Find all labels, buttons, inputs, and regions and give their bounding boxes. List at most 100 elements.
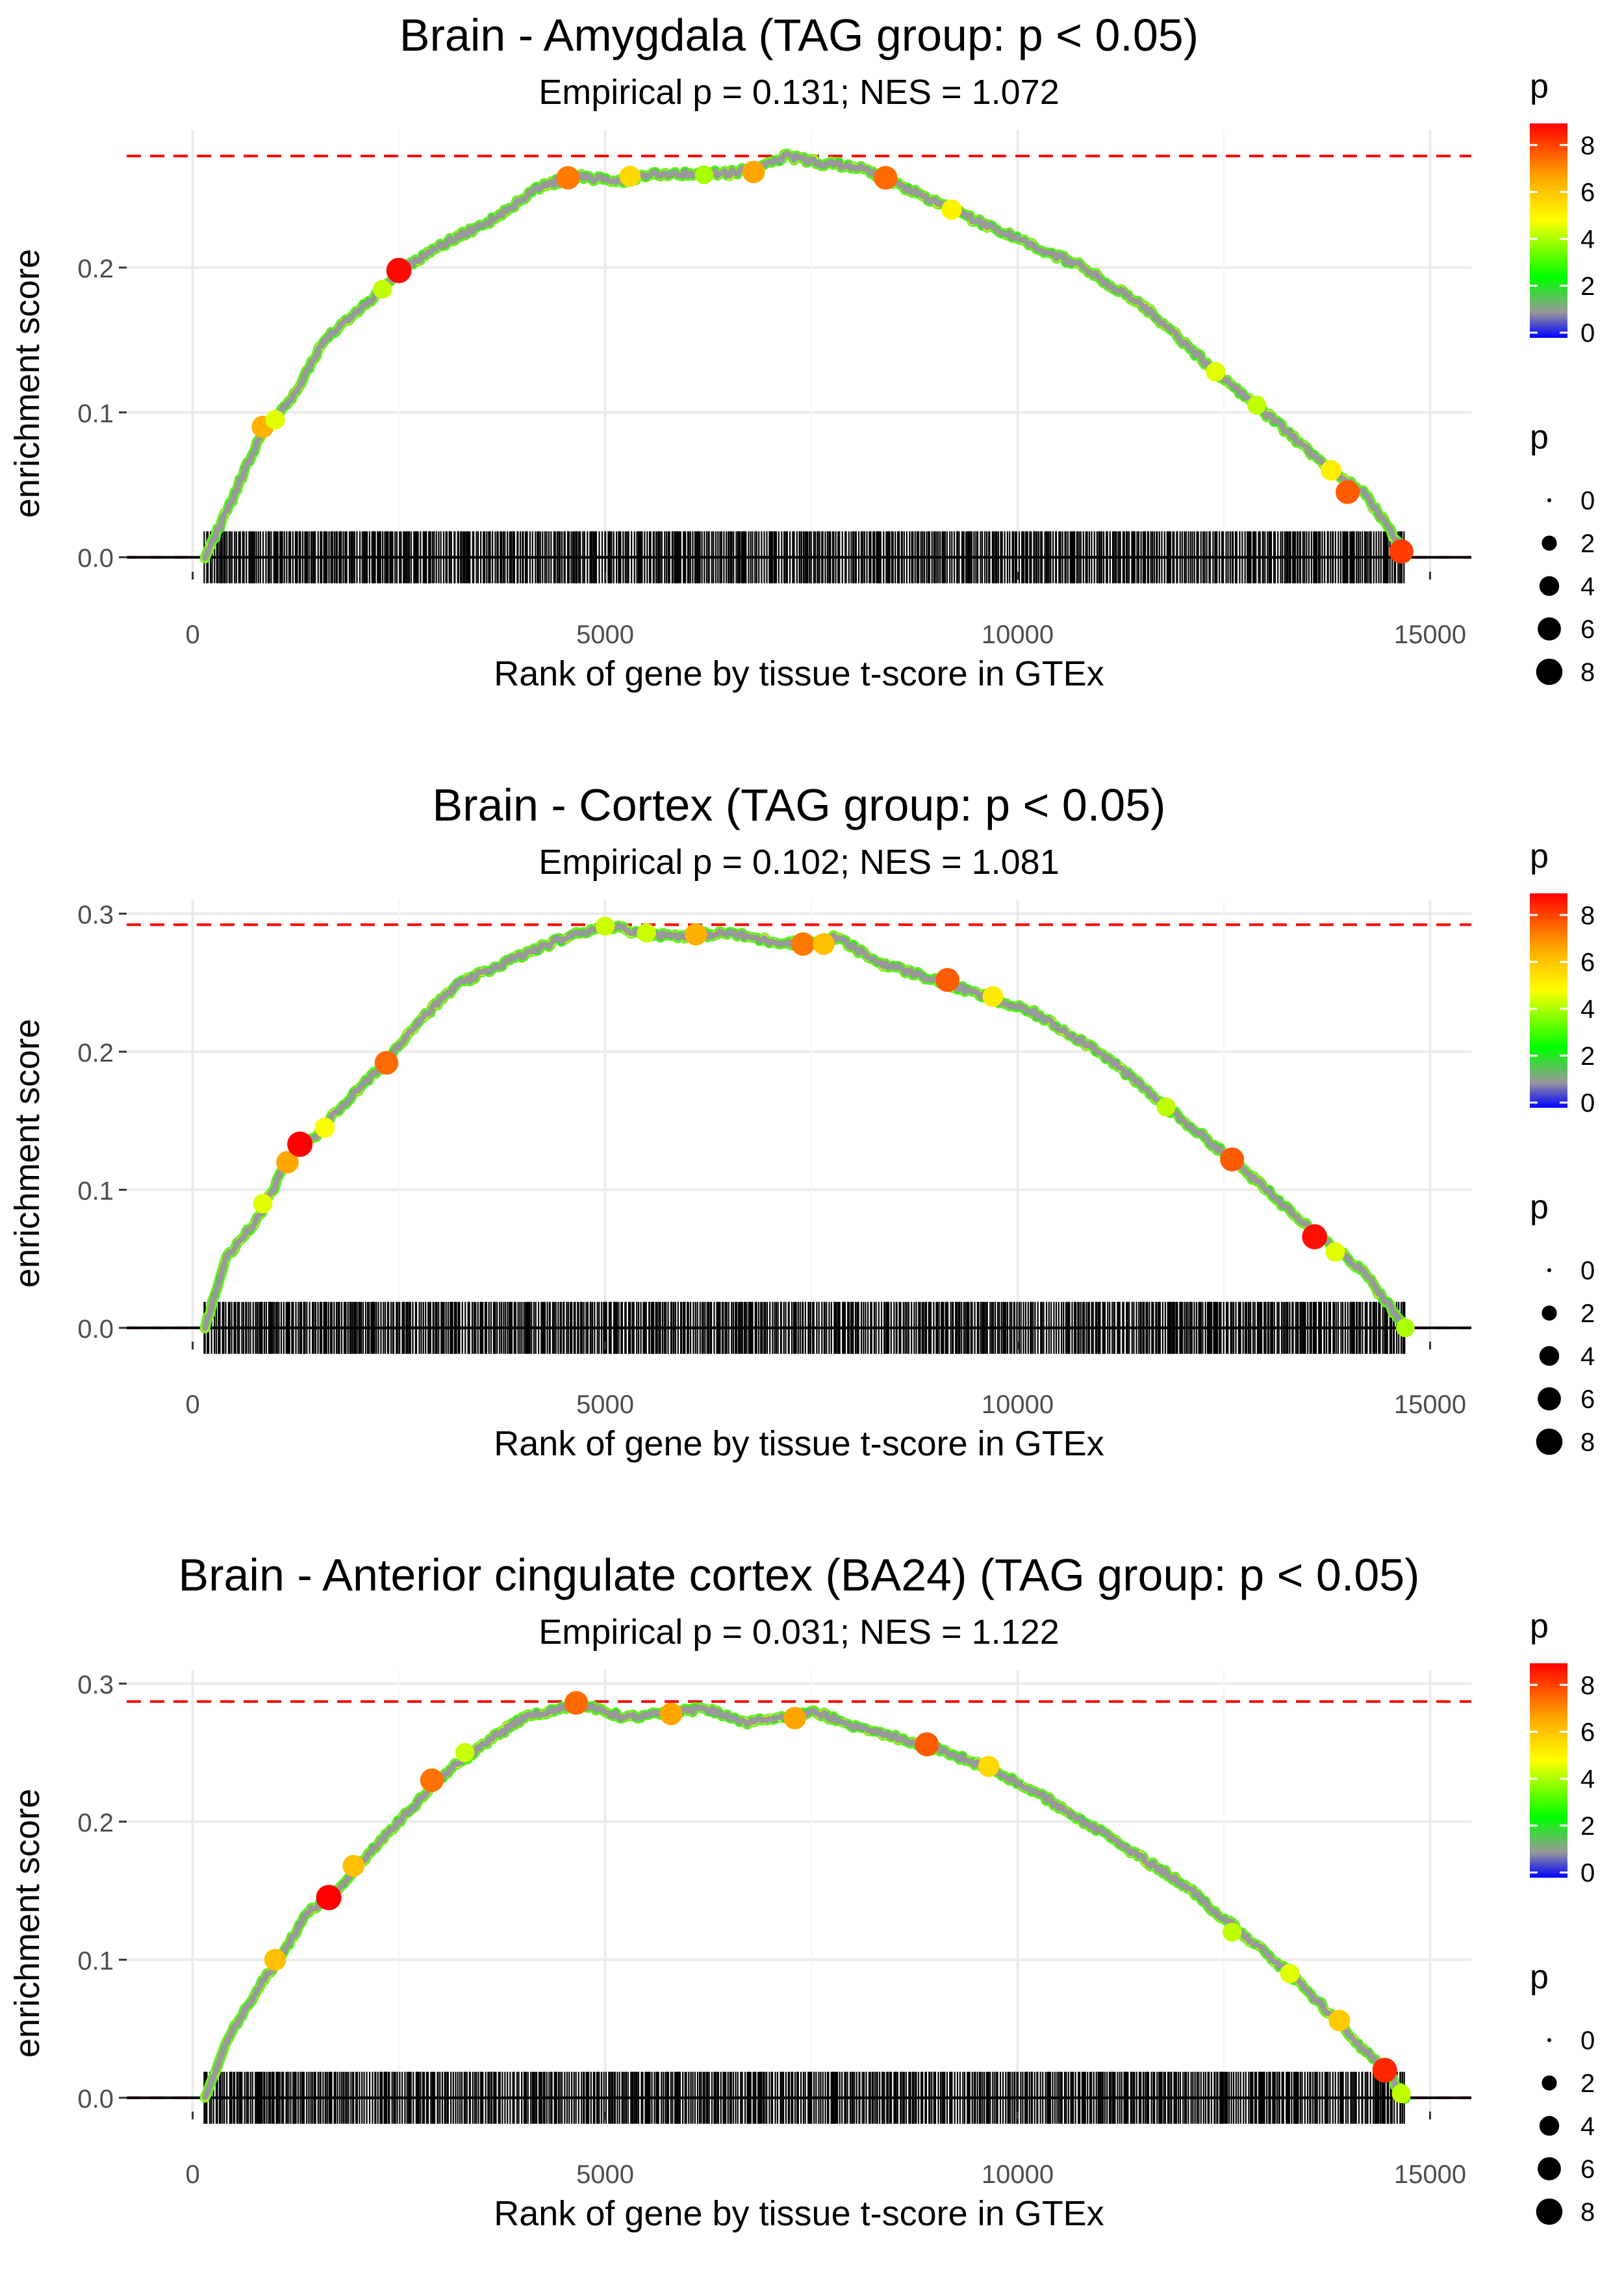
size-legend-dot	[1536, 2198, 1563, 2225]
gene-point	[1391, 2084, 1411, 2103]
gene-point	[1247, 396, 1267, 415]
size-legend-dot	[1542, 535, 1557, 551]
size-legend-label: 0	[1580, 1257, 1595, 1285]
y-tick-label: 0.3	[77, 901, 114, 929]
chart-subtitle: Empirical p = 0.031; NES = 1.122	[539, 1613, 1059, 1652]
color-scale-label: 4	[1580, 995, 1595, 1024]
color-scale-label: 2	[1580, 272, 1595, 301]
gene-point	[374, 1051, 399, 1075]
color-scale-label: 8	[1580, 131, 1595, 160]
size-legend-label: 4	[1580, 2112, 1595, 2141]
size-legend-label: 6	[1580, 615, 1595, 644]
x-tick-label: 15000	[1394, 620, 1466, 649]
size-legend-label: 2	[1580, 530, 1595, 558]
color-scale-label: 4	[1580, 1765, 1595, 1794]
gene-point	[915, 1732, 939, 1757]
gene-point	[342, 1855, 365, 1877]
size-legend-dot	[1536, 658, 1563, 685]
size-legend-dot	[1539, 576, 1560, 596]
gene-point	[420, 1768, 444, 1793]
color-legend-title: p	[1530, 1607, 1549, 1645]
gene-points	[264, 1691, 1411, 2103]
gene-point	[373, 279, 392, 299]
gene-point	[1328, 2010, 1351, 2032]
es-curve-halo	[199, 1696, 1411, 2104]
gene-point	[276, 1151, 299, 1174]
x-tick-label: 15000	[1394, 1390, 1466, 1419]
size-legend-label: 4	[1580, 572, 1595, 601]
gene-point	[619, 166, 641, 187]
x-tick-label: 15000	[1394, 2160, 1466, 2189]
x-tick-label: 10000	[982, 2160, 1054, 2189]
gene-point	[978, 1756, 1000, 1778]
color-scale-label: 8	[1580, 901, 1595, 930]
gene-points	[253, 916, 1415, 1338]
y-tick-label: 0.2	[77, 1039, 114, 1067]
gene-point	[314, 1118, 335, 1138]
x-tick-label: 0	[185, 1390, 199, 1419]
size-legend-label: 2	[1580, 2069, 1595, 2098]
gene-point	[659, 1702, 683, 1726]
gene-point	[287, 1131, 313, 1157]
color-legend-title: p	[1530, 837, 1549, 875]
color-legend-title: p	[1530, 68, 1549, 105]
gene-point	[813, 933, 835, 955]
x-tick-label: 0	[185, 620, 199, 649]
legend-group: p 0 2 4 6 8 p 0 2 4 6 8	[1530, 1607, 1595, 2227]
chart-subtitle: Empirical p = 0.131; NES = 1.072	[539, 73, 1059, 112]
size-legend-label: 6	[1580, 1385, 1595, 1414]
gene-point	[685, 923, 707, 946]
x-tick-label: 10000	[982, 1390, 1054, 1419]
gene-point	[556, 166, 580, 190]
chart-panel-1: Brain - Amygdala (TAG group: p < 0.05) Em…	[8, 10, 1595, 693]
curve-dots	[201, 920, 1407, 1333]
es-curve	[202, 921, 1408, 1331]
size-legend-dot	[1547, 2038, 1551, 2042]
size-legend-title: p	[1530, 418, 1549, 456]
size-legend-label: 6	[1580, 2155, 1595, 2184]
chart-subtitle: Empirical p = 0.102; NES = 1.081	[539, 843, 1059, 882]
size-legend-label: 0	[1580, 487, 1595, 515]
gene-point	[982, 986, 1004, 1007]
size-legend-label: 8	[1580, 2198, 1595, 2227]
size-legend-label: 4	[1580, 1342, 1595, 1371]
y-tick-label: 0.1	[77, 1947, 114, 1975]
color-scale-label: 6	[1580, 948, 1595, 977]
gene-point	[742, 160, 765, 184]
color-scale-bar	[1530, 1663, 1567, 1878]
color-scale-label: 6	[1580, 1718, 1595, 1746]
curve-dots	[201, 150, 1407, 563]
color-scale-label: 0	[1580, 319, 1595, 348]
es-curve	[202, 1698, 1408, 2102]
x-axis-label: Rank of gene by tissue t-score in GTEx	[494, 2194, 1104, 2233]
gene-point	[253, 1194, 273, 1214]
y-axis-label: enrichment score	[8, 1789, 47, 2058]
color-scale-label: 8	[1580, 1671, 1595, 1700]
color-scale-label: 6	[1580, 178, 1595, 207]
y-tick-label: 0.0	[77, 1315, 114, 1344]
gene-points	[251, 160, 1414, 564]
gene-point	[783, 1707, 806, 1730]
size-legend-label: 0	[1580, 2026, 1595, 2055]
gene-point	[1321, 460, 1341, 481]
legend-group: p 0 2 4 6 8 p 0 2 4 6 8	[1530, 68, 1595, 687]
size-legend-dot	[1542, 1305, 1557, 1321]
gene-point	[1280, 1963, 1300, 1984]
gene-point	[1223, 1923, 1242, 1942]
gene-point	[264, 1948, 286, 1971]
x-tick-label: 5000	[576, 620, 634, 649]
size-legend-dot	[1536, 1428, 1563, 1455]
y-tick-label: 0.1	[77, 1177, 114, 1205]
gene-point	[1156, 1097, 1176, 1117]
y-tick-label: 0.0	[77, 544, 114, 573]
gene-point	[941, 199, 962, 220]
y-axis-label: enrichment score	[8, 249, 47, 518]
gene-point	[935, 967, 959, 992]
size-legend-dot	[1538, 2157, 1561, 2180]
y-tick-label: 0.2	[77, 255, 114, 283]
chart-title: Brain - Anterior cingulate cortex (BA24)…	[179, 1550, 1420, 1600]
size-legend-title: p	[1530, 1958, 1549, 1996]
y-tick-label: 0.2	[77, 1809, 114, 1837]
es-curve-halo	[199, 918, 1411, 1334]
gene-point	[1302, 1224, 1327, 1249]
